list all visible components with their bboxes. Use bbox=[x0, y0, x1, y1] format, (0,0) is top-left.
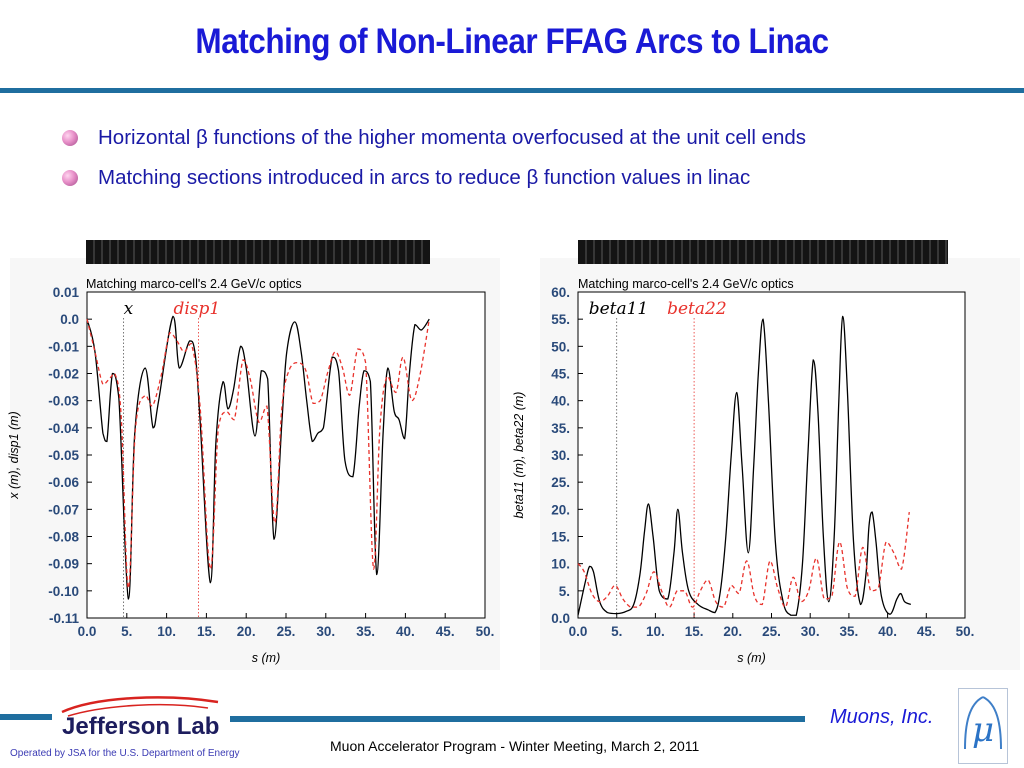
x-tick-label: 20. bbox=[723, 624, 742, 639]
chart-2: Matching marco-cell's 2.4 GeV/c optics 0.… bbox=[512, 240, 1020, 670]
x-tick-label: 5. bbox=[611, 624, 622, 639]
footer-divider bbox=[230, 716, 805, 722]
y-tick-label: -0.09 bbox=[48, 557, 79, 572]
x-tick-label: 45. bbox=[917, 624, 936, 639]
series-line-beta11 bbox=[577, 315, 912, 616]
bullet-list: Horizontal β functions of the higher mom… bbox=[62, 118, 806, 198]
y-tick-label: 50. bbox=[551, 339, 570, 354]
y-tick-label: -0.03 bbox=[48, 394, 79, 409]
x-tick-label: 30. bbox=[316, 624, 335, 639]
x-tick-label: 5. bbox=[121, 624, 132, 639]
y-axis-label: x (m), disp1 (m) bbox=[7, 411, 21, 500]
y-tick-label: 20. bbox=[551, 502, 570, 517]
title-divider bbox=[0, 88, 1024, 93]
y-tick-label: 15. bbox=[551, 530, 570, 545]
y-tick-label: 10. bbox=[551, 557, 570, 572]
y-tick-label: 40. bbox=[551, 394, 570, 409]
chart-title: Matching marco-cell's 2.4 GeV/c optics bbox=[578, 277, 794, 291]
bullet-dot-icon bbox=[62, 170, 78, 186]
y-axis-label: beta11 (m), beta22 (m) bbox=[512, 392, 526, 519]
mu-symbol: μ bbox=[972, 710, 994, 750]
logo-text: Jefferson Lab bbox=[62, 713, 219, 740]
series-line-disp1 bbox=[86, 319, 430, 589]
meeting-label: Muon Accelerator Program - Winter Meetin… bbox=[330, 738, 700, 754]
y-tick-label: -0.10 bbox=[48, 584, 79, 599]
muons-inc-label: Muons, Inc. bbox=[830, 706, 934, 728]
y-tick-label: -0.01 bbox=[48, 339, 79, 354]
x-tick-label: 50. bbox=[956, 624, 975, 639]
annotation-label: beta22 bbox=[667, 299, 727, 319]
y-tick-label: 5. bbox=[559, 584, 570, 599]
annotation-label: disp1 bbox=[173, 299, 220, 319]
plot-frame bbox=[86, 291, 486, 619]
chart-1: Matching marco-cell's 2.4 GeV/c optics 0.… bbox=[7, 240, 500, 670]
y-tick-label: 35. bbox=[551, 421, 570, 436]
y-tick-label: 30. bbox=[551, 448, 570, 463]
bullet-text: Horizontal β functions of the higher mom… bbox=[98, 126, 807, 149]
y-tick-label: 60. bbox=[551, 285, 570, 300]
annotation-label: beta11 bbox=[589, 299, 649, 319]
y-tick-label: 55. bbox=[551, 312, 570, 327]
chart-header-bar bbox=[86, 240, 430, 264]
x-tick-label: 10. bbox=[157, 624, 176, 639]
charts-area: Matching marco-cell's 2.4 GeV/c optics 0.… bbox=[7, 240, 1020, 670]
x-tick-label: 0.0 bbox=[78, 624, 97, 639]
x-tick-label: 45. bbox=[436, 624, 455, 639]
x-tick-label: 30. bbox=[801, 624, 820, 639]
bullet-item: Horizontal β functions of the higher mom… bbox=[62, 118, 806, 158]
operated-by-label: Operated by JSA for the U.S. Department … bbox=[10, 748, 240, 759]
x-tick-label: 20. bbox=[237, 624, 256, 639]
annotation-label: x bbox=[124, 299, 134, 319]
chart-title: Matching marco-cell's 2.4 GeV/c optics bbox=[86, 277, 302, 291]
y-tick-label: -0.08 bbox=[48, 530, 79, 545]
x-tick-label: 40. bbox=[396, 624, 415, 639]
x-tick-label: 25. bbox=[277, 624, 296, 639]
x-tick-label: 35. bbox=[356, 624, 375, 639]
x-tick-label: 35. bbox=[840, 624, 859, 639]
y-tick-label: 0.0 bbox=[551, 611, 570, 626]
x-axis-label: s (m) bbox=[737, 651, 765, 665]
bullet-item: Matching sections introduced in arcs to … bbox=[62, 158, 806, 198]
series-line-x bbox=[86, 315, 430, 600]
y-tick-label: 0.0 bbox=[60, 312, 79, 327]
x-tick-label: 25. bbox=[762, 624, 781, 639]
x-tick-label: 40. bbox=[878, 624, 897, 639]
jefferson-lab-logo: Jefferson Lab bbox=[61, 696, 219, 740]
mu-logo-icon: μ bbox=[958, 688, 1008, 764]
x-tick-label: 0.0 bbox=[569, 624, 588, 639]
footer-divider-left bbox=[0, 714, 52, 720]
bullet-dot-icon bbox=[62, 130, 78, 146]
y-tick-label: 25. bbox=[551, 475, 570, 490]
y-tick-label: -0.04 bbox=[48, 421, 79, 436]
x-tick-label: 15. bbox=[685, 624, 704, 639]
x-tick-label: 10. bbox=[646, 624, 665, 639]
y-tick-label: -0.11 bbox=[49, 611, 80, 626]
x-axis-label: s (m) bbox=[252, 651, 280, 665]
y-tick-label: -0.07 bbox=[48, 502, 79, 517]
bullet-text: Matching sections introduced in arcs to … bbox=[98, 166, 751, 189]
slide-title: Matching of Non-Linear FFAG Arcs to Lina… bbox=[195, 22, 829, 61]
y-tick-label: -0.06 bbox=[48, 475, 79, 490]
y-tick-label: -0.05 bbox=[48, 448, 79, 463]
x-tick-label: 50. bbox=[476, 624, 495, 639]
x-tick-label: 15. bbox=[197, 624, 216, 639]
series-line-beta22 bbox=[577, 511, 910, 608]
y-tick-label: 45. bbox=[551, 367, 570, 382]
chart-header-bar bbox=[578, 240, 948, 264]
y-tick-label: 0.01 bbox=[53, 285, 80, 300]
y-tick-label: -0.02 bbox=[48, 367, 79, 382]
